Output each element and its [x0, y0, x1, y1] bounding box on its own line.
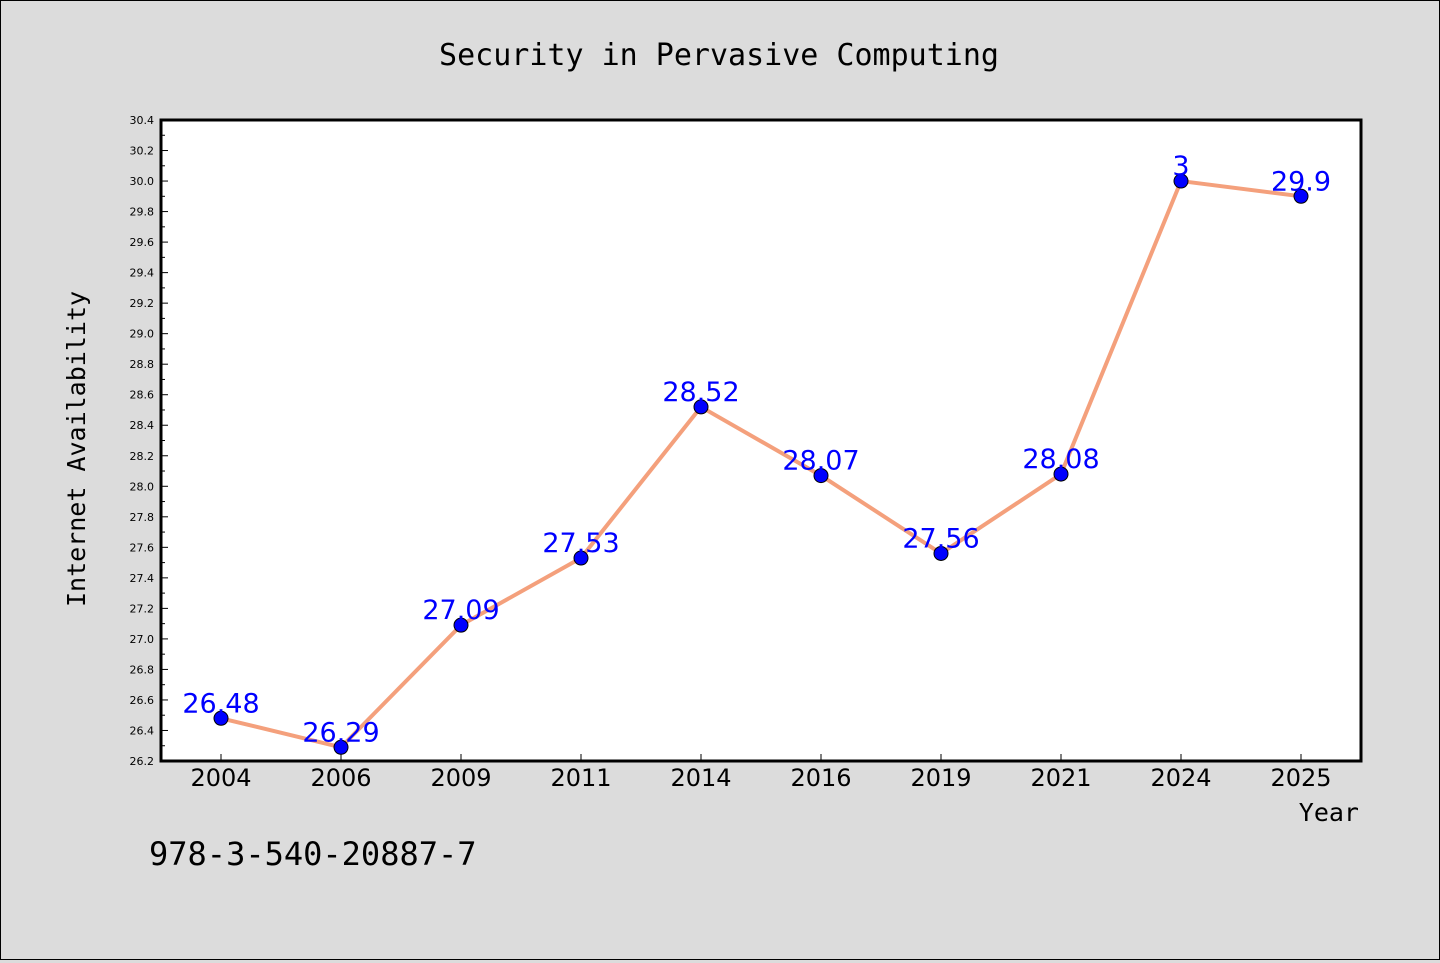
y-tick-label: 29.8: [130, 206, 155, 219]
chart-title: Security in Pervasive Computing: [439, 38, 999, 73]
data-label: 27.09: [422, 595, 499, 626]
y-tick-label: 26.6: [130, 694, 155, 707]
y-tick-label: 29.2: [130, 297, 155, 310]
data-label: 28.52: [662, 377, 739, 408]
data-label: 3: [1172, 151, 1189, 182]
y-axis: 26.2 26.4 26.6 26.8 27.0 27.2 27.4 27.6 27.8 28.0…: [130, 114, 168, 768]
data-point-marker: [1173, 173, 1189, 189]
data-label: 28.07: [782, 446, 859, 477]
data-label: 26.29: [302, 717, 379, 748]
y-tick-label: 28.0: [130, 480, 155, 493]
data-point-marker: [813, 468, 829, 484]
data-label: 27.53: [542, 528, 619, 559]
x-tick-label: 2025: [1270, 764, 1331, 792]
data-point-marker: [933, 545, 949, 561]
y-tick-label: 30.2: [130, 145, 155, 158]
data-label: 26.48: [182, 688, 259, 719]
series-line-group: 26.48 26.29 27.09 27.53 28.52 28.07 27.56 28.08…: [182, 151, 1331, 755]
data-point-marker: [693, 399, 709, 415]
y-tick-label: 28.6: [130, 389, 155, 402]
x-tick-label: 2011: [550, 764, 611, 792]
y-axis-label: Internet Availability: [62, 291, 91, 607]
x-axis: 2004 2006 2009 2011 2014 2016 2019 2021 2024 2025: [190, 754, 1332, 792]
data-point-marker: [333, 739, 349, 755]
y-tick-label: 28.2: [130, 450, 155, 463]
data-label: 29.9: [1271, 166, 1331, 197]
y-tick-label: 26.4: [130, 724, 155, 737]
y-tick-label: 29.0: [130, 328, 155, 341]
y-tick-label: 26.2: [130, 755, 155, 768]
data-point-marker: [453, 617, 469, 633]
isbn-annotation: 978-3-540-20887-7: [149, 835, 477, 873]
data-point-marker: [213, 710, 229, 726]
x-tick-label: 2019: [910, 764, 971, 792]
y-tick-label: 29.4: [130, 267, 155, 280]
x-tick-label: 2016: [790, 764, 851, 792]
x-tick-label: 2006: [310, 764, 371, 792]
data-point-marker: [1293, 188, 1309, 204]
x-tick-label: 2024: [1150, 764, 1211, 792]
y-tick-label: 27.0: [130, 633, 155, 646]
y-tick-label: 30.4: [130, 114, 155, 127]
x-tick-label: 2009: [430, 764, 491, 792]
y-tick-label: 29.6: [130, 236, 155, 249]
y-tick-label: 27.6: [130, 541, 155, 554]
x-tick-label: 2021: [1030, 764, 1091, 792]
y-tick-label: 28.8: [130, 358, 155, 371]
y-tick-label: 30.0: [130, 175, 155, 188]
x-tick-label: 2014: [670, 764, 731, 792]
y-tick-label: 27.8: [130, 511, 155, 524]
y-tick-label: 27.4: [130, 572, 155, 585]
data-label: 28.08: [1022, 444, 1099, 475]
x-axis-label: Year: [1299, 798, 1359, 827]
series-line: [220, 179, 1302, 750]
data-point-marker: [1053, 466, 1069, 482]
y-tick-label: 27.2: [130, 602, 155, 615]
y-tick-label: 28.4: [130, 419, 155, 432]
data-point-marker: [573, 550, 589, 566]
x-tick-label: 2004: [190, 764, 251, 792]
data-label: 27.56: [902, 523, 979, 554]
y-tick-label: 26.8: [130, 663, 155, 676]
